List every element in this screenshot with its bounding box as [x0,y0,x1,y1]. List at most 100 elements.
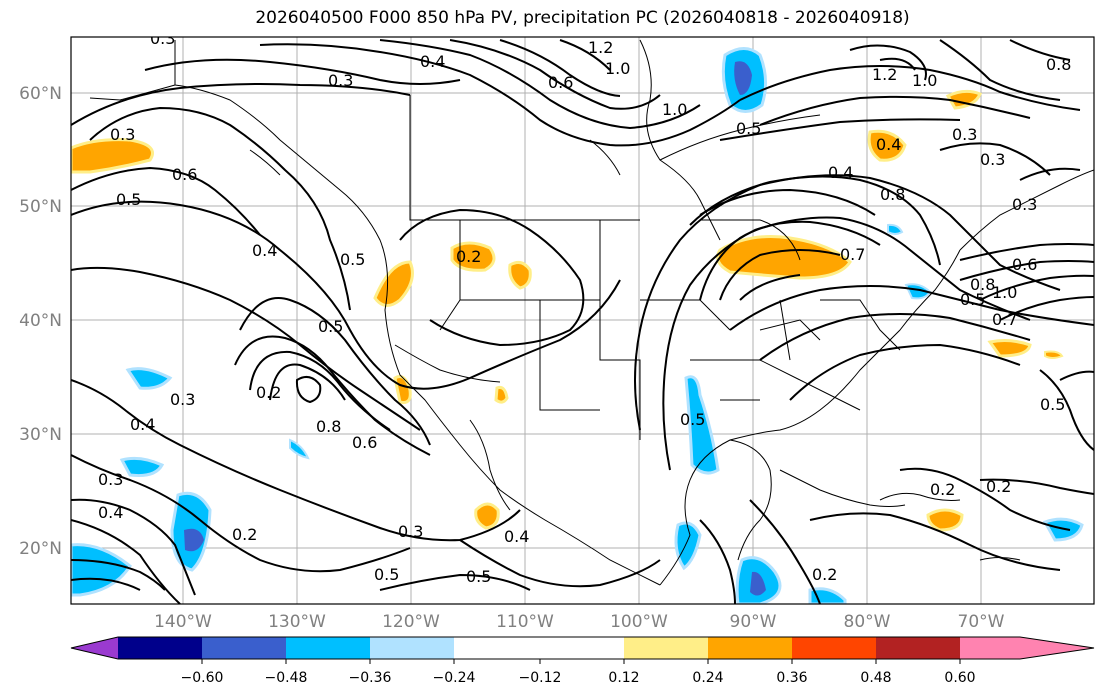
contour-line [269,363,346,401]
contour-label: 0.4 [876,135,901,154]
contour-line [849,44,927,81]
contour-label: 0.3 [170,390,195,409]
contour-line [449,39,661,110]
contour-line [499,39,621,97]
contour-line [699,188,876,216]
contour-line [71,166,261,236]
contour-line [379,39,701,130]
colorbar-segment [792,637,876,659]
contour-label: 0.5 [736,119,761,138]
lon-tick-label: 110°W [496,612,554,632]
contour-line [295,375,322,404]
lon-tick-label: 90°W [730,612,777,632]
contour-line [1019,167,1081,181]
contour-line [729,285,1094,331]
colorbar-segment [71,637,118,659]
contour-label: 0.6 [1012,255,1037,274]
contour-line [979,478,1094,495]
contour-line [234,335,431,456]
pv-contours [71,39,1094,604]
contour-label: 1.0 [605,59,630,78]
contour-line [71,559,166,591]
contour-label: 0.6 [352,433,377,452]
colorbar-segment [708,637,792,659]
contour-label: 0.4 [420,52,445,71]
colorbar-segment [454,637,624,659]
precip-area [1044,350,1064,359]
contour-line [259,43,741,147]
precip-area [393,375,412,404]
contour-label: 0.4 [828,163,853,182]
contour-label: 0.2 [986,477,1011,496]
precip-area [684,375,720,475]
lat-tick-label: 60°N [19,84,62,104]
lon-tick-label: 100°W [610,612,668,632]
contour-label: 0.3 [1012,195,1037,214]
contour-line [689,175,941,266]
colorbar-tick-label: 0.48 [860,670,891,686]
precip-area [184,528,204,552]
colorbar-segment [118,637,202,659]
colorbar-tick-label: −0.12 [519,670,562,686]
contour-label: 1.0 [992,283,1017,302]
contour-line [719,118,961,141]
contour-line [809,512,1061,571]
contour-label: 0.2 [232,525,257,544]
colorbar-tick-label: −0.60 [181,670,224,686]
contour-line [144,58,461,85]
contour-line [979,274,1094,301]
contour-label: 0.5 [680,410,705,429]
precip-area [119,456,165,477]
contour-label: 0.5 [466,567,491,586]
contour-line [699,220,881,301]
contour-line [939,39,1061,101]
contour-line [1039,369,1094,451]
contour-label: 0.3 [150,29,175,48]
colorbar-tick-label: −0.48 [265,670,308,686]
contour-label: 0.5 [1040,395,1065,414]
contour-label: 0.5 [340,250,365,269]
contour-line [71,454,411,573]
contour-label: 0.7 [992,310,1017,329]
precip-area [125,367,173,390]
contour-line [71,498,196,596]
contour-label: 0.5 [318,317,343,336]
precip-area [987,339,1032,358]
precip-area [450,241,496,272]
precip-area [716,235,852,280]
coastlines-and-borders [89,39,1094,586]
contour-line [71,200,621,390]
colorbar: −0.60 −0.48 −0.36 −0.24 −0.12 0.12 0.24 … [70,636,1095,686]
colorbar-tick-label: 0.36 [776,670,807,686]
contour-line [459,539,661,588]
colorbar-segment [370,637,454,659]
precip-area [926,508,964,532]
colorbar-tick-label: −0.24 [433,670,476,686]
contour-label: 0.4 [504,527,529,546]
precip-area [887,223,904,235]
lat-tick-label: 50°N [19,197,62,217]
colorbar-tick-label: 0.12 [608,670,639,686]
contour-label: 0.2 [456,247,481,266]
colorbar-tick-label: 0.24 [692,670,723,686]
contour-line [1009,39,1071,61]
colorbar-outline [70,636,1095,660]
contour-label: 1.0 [912,71,937,90]
precip-area [674,521,702,571]
colorbar-segment [202,637,286,659]
contour-line [959,260,1094,281]
lon-tick-label: 130°W [268,612,326,632]
contour-line [959,243,1094,261]
contour-line [379,573,531,591]
graticule [71,37,1094,604]
contour-line [71,266,421,431]
contour-label: 0.8 [1046,55,1071,74]
precip-area [945,89,982,110]
contour-label: 0.2 [930,480,955,499]
contour-line [759,313,1031,361]
precip-positive-areas [71,89,1064,532]
contour-label: 0.8 [316,417,341,436]
contour-label: 0.6 [548,73,573,92]
contour-label: 0.4 [130,415,155,434]
colorbar-segment [624,637,708,659]
